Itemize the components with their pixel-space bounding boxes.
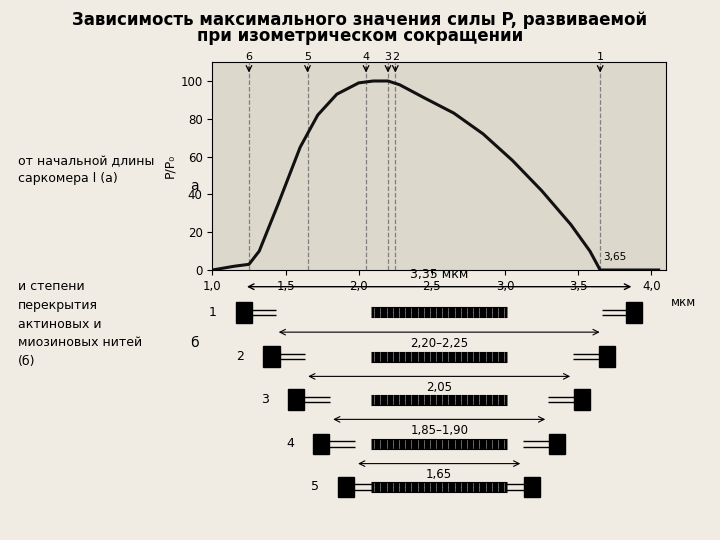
Text: 3: 3 bbox=[384, 52, 392, 62]
Text: 1,85–1,90: 1,85–1,90 bbox=[410, 424, 468, 437]
Bar bbox=[236, 302, 252, 323]
Bar bbox=[288, 389, 305, 410]
Text: и степени: и степени bbox=[18, 280, 85, 293]
Text: 4: 4 bbox=[362, 52, 369, 62]
Bar bbox=[574, 389, 590, 410]
Text: 3: 3 bbox=[261, 393, 269, 406]
Text: 2: 2 bbox=[236, 350, 244, 363]
Text: б: б bbox=[190, 336, 199, 350]
Text: 5: 5 bbox=[304, 52, 311, 62]
Text: 3,65: 3,65 bbox=[603, 252, 626, 262]
Bar bbox=[549, 434, 565, 454]
Text: перекрытия: перекрытия bbox=[18, 299, 98, 312]
Text: 3,35 мкм: 3,35 мкм bbox=[410, 267, 469, 281]
Text: миозиновых нитей: миозиновых нитей bbox=[18, 336, 142, 349]
Bar bbox=[524, 477, 540, 497]
Text: 2: 2 bbox=[392, 52, 399, 62]
Text: мкм: мкм bbox=[670, 296, 696, 309]
Text: а: а bbox=[190, 179, 199, 193]
Bar bbox=[599, 346, 615, 367]
Y-axis label: P/P₀: P/P₀ bbox=[163, 154, 176, 178]
Bar bbox=[626, 302, 642, 323]
Text: 1,65: 1,65 bbox=[426, 468, 452, 481]
Bar bbox=[338, 477, 354, 497]
Text: 6: 6 bbox=[246, 52, 253, 62]
Text: актиновых и: актиновых и bbox=[18, 318, 102, 330]
Text: Зависимость максимального значения силы P, развиваемой: Зависимость максимального значения силы … bbox=[73, 11, 647, 29]
Text: саркомера l (а): саркомера l (а) bbox=[18, 172, 118, 185]
Text: 2,05: 2,05 bbox=[426, 381, 452, 394]
Text: 4: 4 bbox=[286, 437, 294, 450]
Text: 1: 1 bbox=[209, 306, 217, 319]
Text: от начальной длины: от начальной длины bbox=[18, 156, 154, 168]
Text: (б): (б) bbox=[18, 355, 35, 368]
Text: 1: 1 bbox=[597, 52, 603, 62]
Bar bbox=[264, 346, 279, 367]
Text: при изометрическом сокращении: при изометрическом сокращении bbox=[197, 27, 523, 45]
Text: 2,20–2,25: 2,20–2,25 bbox=[410, 336, 468, 349]
Text: 5: 5 bbox=[311, 481, 319, 494]
Bar bbox=[313, 434, 330, 454]
